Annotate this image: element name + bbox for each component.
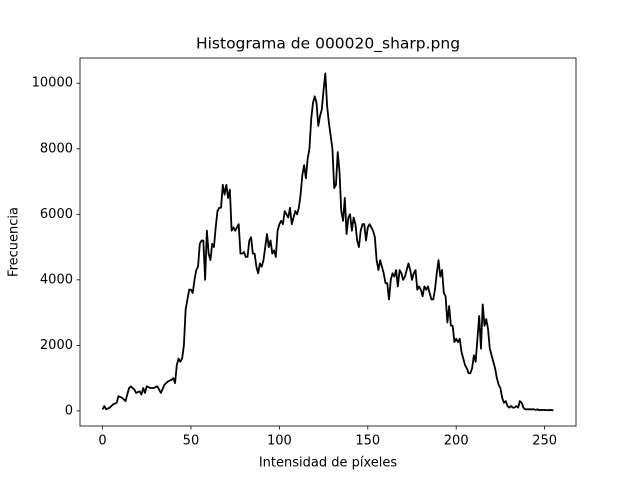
x-tick-label: 200 xyxy=(444,434,469,449)
y-tick-label: 2000 xyxy=(40,338,73,353)
x-tick-label: 250 xyxy=(532,434,557,449)
y-tick-label: 4000 xyxy=(40,272,73,287)
data-line xyxy=(101,72,554,412)
y-tick-label: 6000 xyxy=(40,207,73,222)
y-tick-label: 8000 xyxy=(40,141,73,156)
y-axis-label: Frecuencia xyxy=(7,207,22,277)
x-axis-label: Intensidad de píxeles xyxy=(259,456,398,471)
x-tick-label: 0 xyxy=(98,434,106,449)
x-tick-label: 100 xyxy=(267,434,292,449)
y-tick-label: 10000 xyxy=(32,76,73,91)
x-tick-label: 50 xyxy=(183,434,200,449)
plot-frame xyxy=(79,57,577,427)
y-tick-label: 0 xyxy=(65,403,73,418)
chart-title: Histograma de 000020_sharp.png xyxy=(196,35,460,54)
x-tick-label: 150 xyxy=(355,434,380,449)
